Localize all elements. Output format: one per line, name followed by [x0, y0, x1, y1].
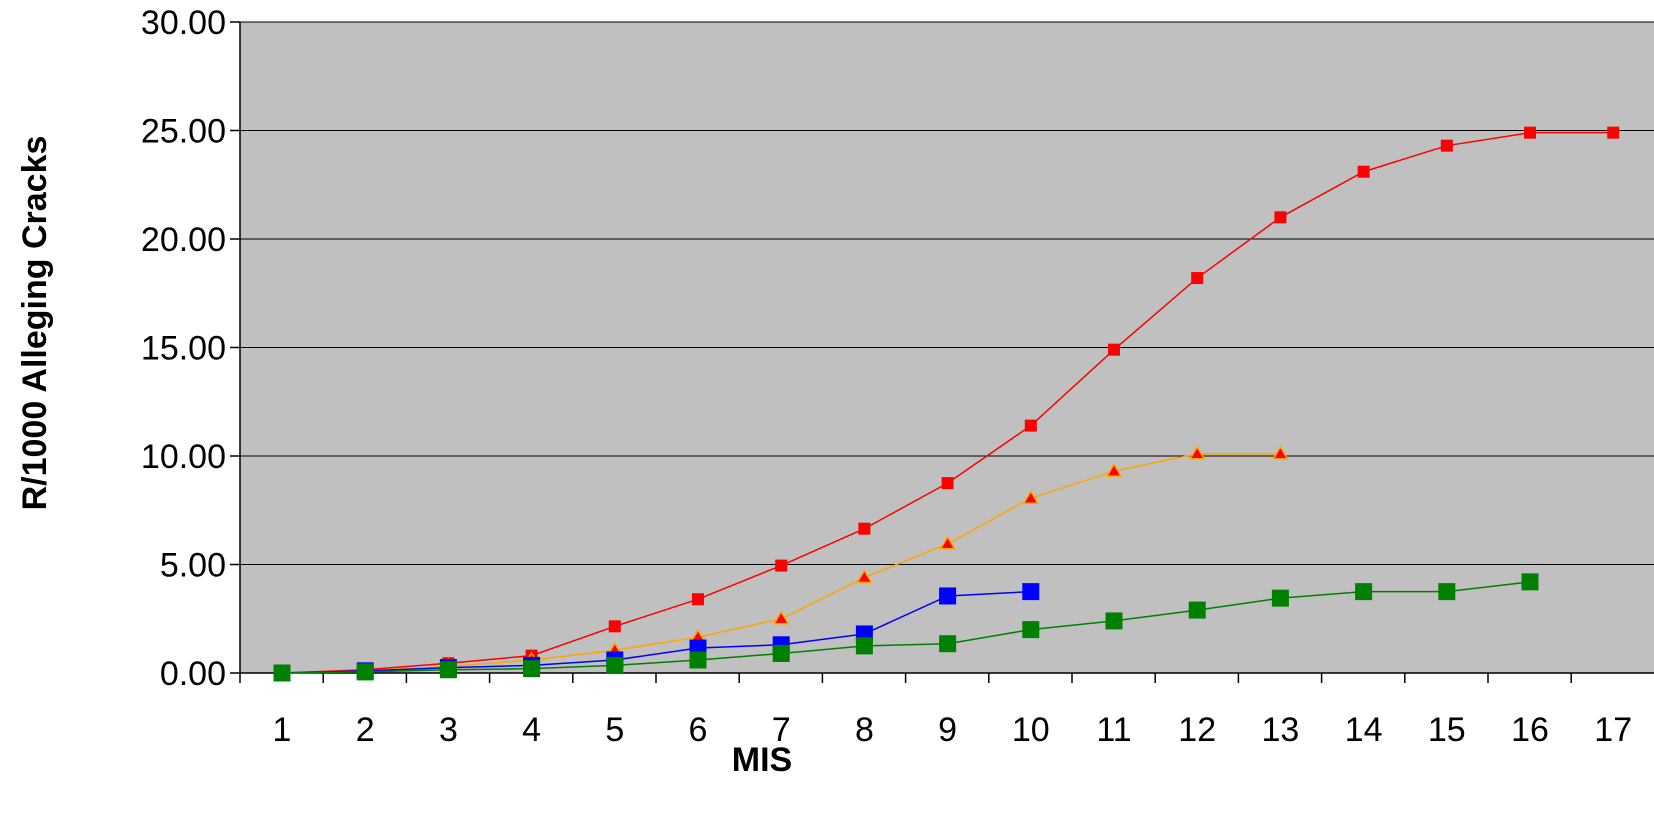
data-point	[1440, 139, 1453, 152]
data-point	[1607, 126, 1620, 139]
data-point	[1521, 573, 1539, 591]
data-point	[858, 522, 871, 535]
data-point	[1108, 343, 1120, 356]
data-point	[1022, 621, 1040, 639]
data-point	[1022, 489, 1040, 504]
data-point	[1357, 165, 1370, 178]
y-axis-ticks: 0.00 5.00 10.00 15.00 20.00 25.00 30.00	[141, 4, 240, 693]
data-point	[1274, 211, 1287, 224]
data-point	[772, 610, 790, 625]
x-tick-label: 12	[1178, 711, 1216, 749]
x-tick-label: 6	[689, 711, 708, 749]
x-tick-label: 14	[1345, 711, 1383, 749]
data-point	[1024, 419, 1037, 432]
series-group	[273, 126, 1620, 682]
data-point	[1524, 126, 1536, 139]
x-tick-label: 5	[605, 711, 624, 749]
data-point	[689, 651, 707, 669]
y-tick-label: 15.00	[141, 330, 226, 368]
y-tick-label: 5.00	[160, 547, 226, 585]
y-tick-label: 30.00	[141, 4, 226, 42]
x-tick-label: 15	[1428, 711, 1466, 749]
data-point	[1188, 445, 1206, 460]
x-tick-label: 9	[938, 711, 957, 749]
x-tick-label: 2	[356, 711, 375, 749]
series-4-line	[281, 581, 1531, 674]
x-tick-label: 13	[1261, 711, 1299, 749]
x-tick-label: 1	[273, 711, 292, 749]
x-axis-ticks: 1 2 3 4 5 6 7 8 9 10 11 12 13 14 15 16 17	[239, 673, 1632, 749]
data-point	[1272, 445, 1289, 460]
data-point	[772, 644, 790, 662]
data-point	[939, 635, 957, 653]
x-axis-title: MIS	[732, 741, 792, 779]
data-point	[939, 587, 957, 605]
gridlines	[240, 21, 1654, 565]
y-axis-title: R/1000 Alleging Cracks	[16, 136, 54, 511]
data-point	[1438, 583, 1456, 601]
series-3-line	[281, 590, 1031, 674]
data-point	[1022, 583, 1040, 601]
data-point	[273, 664, 291, 682]
data-point	[606, 656, 624, 674]
data-point	[356, 663, 374, 681]
data-point	[1271, 589, 1289, 607]
x-tick-label: 11	[1096, 711, 1131, 749]
x-tick-label: 16	[1511, 711, 1549, 749]
data-point	[1105, 462, 1123, 477]
x-tick-label: 4	[522, 711, 541, 749]
data-point	[523, 660, 541, 678]
series-4	[273, 573, 1539, 682]
data-point	[1355, 583, 1373, 601]
data-point	[439, 661, 457, 679]
data-point	[1188, 601, 1206, 619]
data-point	[941, 477, 954, 490]
data-point	[608, 620, 621, 633]
y-tick-label: 0.00	[160, 655, 226, 693]
x-tick-label: 10	[1012, 711, 1050, 749]
data-point	[939, 535, 956, 550]
y-tick-label: 20.00	[141, 221, 226, 259]
y-tick-label: 10.00	[141, 438, 226, 476]
data-point	[1105, 612, 1123, 630]
x-tick-label: 17	[1594, 711, 1632, 749]
data-point	[856, 569, 873, 584]
x-tick-label: 3	[439, 711, 458, 749]
data-point	[692, 593, 704, 606]
x-tick-label: 8	[855, 711, 874, 749]
data-point	[1191, 272, 1204, 285]
data-point	[855, 637, 873, 655]
x-tick-label: 7	[772, 711, 791, 749]
data-point	[775, 559, 788, 572]
y-tick-label: 25.00	[141, 113, 226, 151]
